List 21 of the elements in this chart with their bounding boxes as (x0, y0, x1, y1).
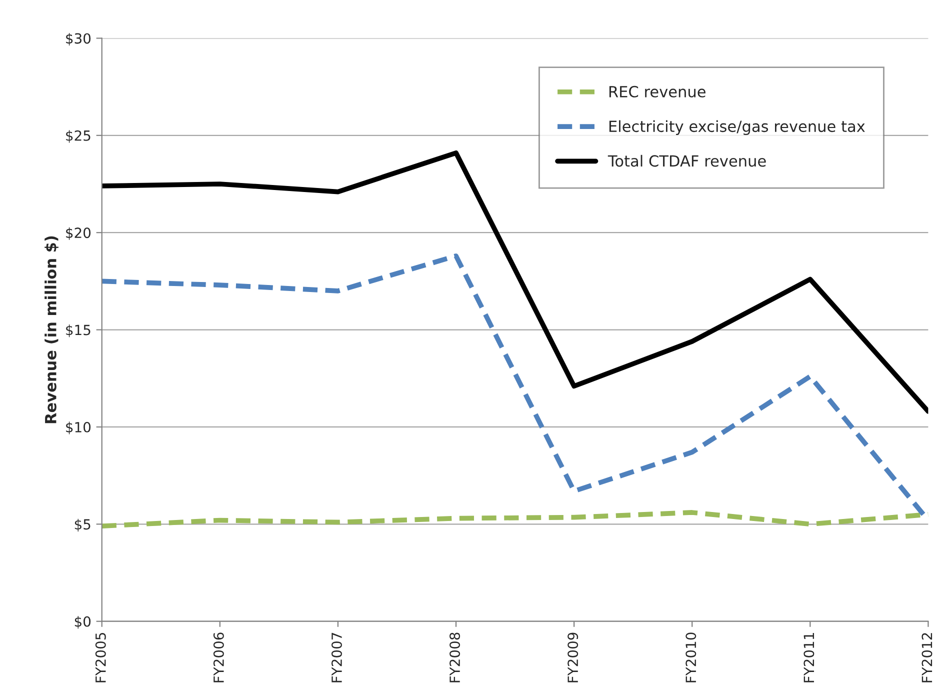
x-tick-label: FY2011 (804, 633, 814, 682)
x-tick-label: FY2005 (95, 632, 106, 682)
line-series (102, 150, 928, 414)
y-axis-title: Revenue (in million $) (44, 236, 58, 424)
legend-label: Electricity excise/gas revenue tax (609, 120, 865, 136)
y-tick-label: $15 (66, 324, 90, 338)
y-tick-label: $10 (66, 422, 91, 434)
x-tick-label: FY2008 (450, 632, 460, 682)
x-tick-label: FY2010 (686, 632, 696, 682)
x-tick-label: FY2012 (922, 633, 932, 682)
y-tick-label: $5 (74, 518, 90, 532)
line-series (102, 510, 928, 529)
x-tick-label: FY2006 (213, 632, 224, 682)
y-tick-label: $0 (74, 616, 91, 629)
y-tick-label: $20 (66, 227, 91, 240)
y-tick-label: $30 (66, 32, 91, 46)
legend-label: REC revenue (609, 86, 706, 98)
x-tick-label: FY2007 (331, 632, 342, 682)
x-tick-label: FY2009 (568, 632, 578, 682)
legend-label: Total CTDAF revenue (608, 154, 766, 167)
y-tick-label: $25 (66, 130, 90, 143)
